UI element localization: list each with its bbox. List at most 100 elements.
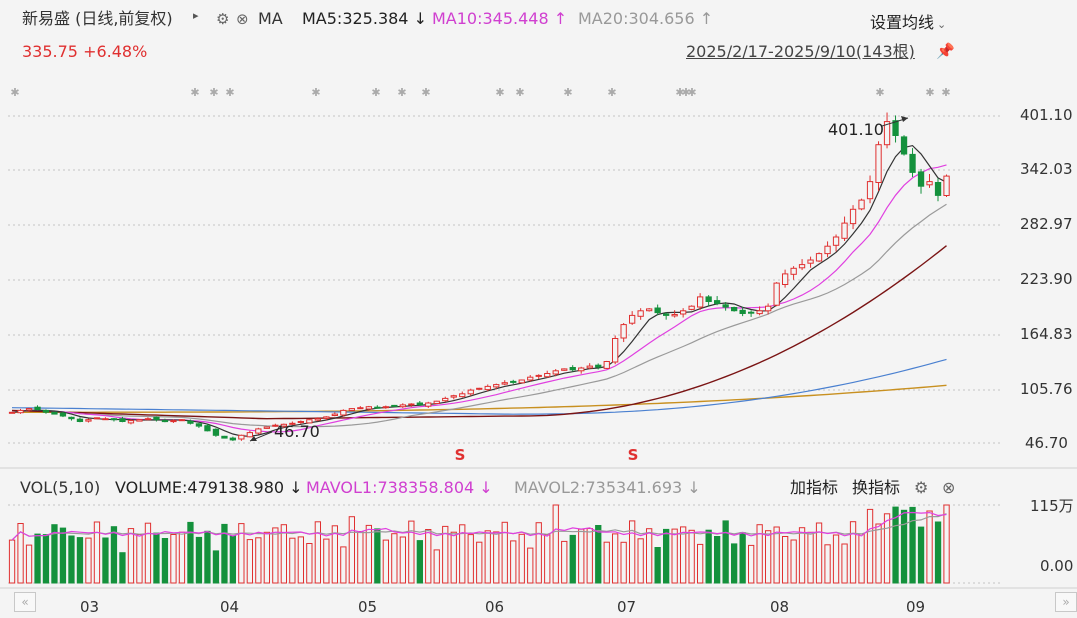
- candle: [765, 305, 772, 312]
- volume-bar: [51, 524, 58, 584]
- pin-icon[interactable]: 📌: [936, 42, 955, 60]
- candle: [8, 411, 16, 414]
- candle: [782, 273, 789, 285]
- volume-bar: [671, 528, 678, 584]
- volume-bar: [688, 529, 695, 584]
- candle: [688, 305, 695, 310]
- candle: [374, 406, 381, 409]
- candle: [790, 267, 797, 275]
- gear-icon[interactable]: ⚙: [216, 10, 230, 28]
- volume-bar: [340, 546, 347, 584]
- volume-bar: [892, 506, 899, 584]
- volume-bar: [731, 543, 738, 584]
- candle: [917, 171, 925, 187]
- settings-ma-button[interactable]: 设置均线 ⌄: [870, 9, 946, 33]
- candle: [110, 418, 118, 421]
- volume-bar: [646, 528, 653, 584]
- event-marker-icon: ✱: [925, 86, 934, 99]
- volume-bar: [544, 534, 551, 584]
- volume-bar: [144, 522, 152, 584]
- date-range[interactable]: 2025/2/17-2025/9/10(143根): [686, 42, 915, 61]
- volume-bar: [535, 522, 542, 584]
- candle: [51, 411, 58, 415]
- candle: [697, 296, 704, 308]
- x-tick-label: 03: [80, 598, 100, 616]
- candle: [518, 379, 525, 384]
- volume-bar: [807, 531, 814, 584]
- event-marker-icon: ✱: [371, 86, 380, 99]
- candle: [357, 407, 364, 410]
- event-marker-icon: ✱: [397, 86, 406, 99]
- volume-bar: [246, 539, 253, 584]
- candle: [612, 338, 619, 363]
- candle: [306, 419, 313, 424]
- candle: [815, 253, 823, 262]
- candle: [348, 408, 356, 411]
- volume-bar: [153, 532, 160, 584]
- volume-bar: [569, 534, 576, 584]
- close-icon[interactable]: ⊗: [942, 478, 956, 497]
- volume-bar: [442, 525, 449, 584]
- menu-arrow-icon[interactable]: ▸: [193, 9, 199, 22]
- candle: [221, 435, 228, 439]
- add-indicator-button[interactable]: 加指标: [790, 478, 839, 497]
- volume-bar: [76, 537, 84, 584]
- candle: [323, 416, 330, 419]
- candle: [85, 419, 92, 422]
- candle: [459, 393, 466, 398]
- ma20-value: MA20:304.656 ↑: [578, 9, 714, 28]
- volume-bar: [34, 533, 41, 584]
- candle: [832, 236, 840, 246]
- volume-bar: [798, 527, 806, 584]
- candle: [807, 259, 814, 264]
- candle: [883, 121, 891, 146]
- volume-bar: [790, 539, 797, 584]
- candle: [561, 368, 568, 371]
- candle: [748, 311, 755, 314]
- close-icon[interactable]: ⊗: [236, 10, 249, 28]
- candle: [153, 416, 160, 421]
- scroll-left-button[interactable]: «: [14, 592, 36, 612]
- volume-bar: [612, 533, 619, 584]
- event-marker-icon: ✱: [190, 86, 199, 99]
- volume-bar: [595, 525, 602, 584]
- candle: [943, 175, 950, 197]
- mavol1-line: [11, 511, 947, 541]
- gear-icon[interactable]: ⚙: [914, 478, 929, 497]
- volume-bar: [382, 539, 390, 584]
- candle: [569, 367, 576, 371]
- volume-bar: [883, 513, 891, 584]
- volume-bar: [629, 520, 636, 584]
- volume-bar: [93, 521, 101, 584]
- candle: [263, 426, 271, 429]
- candle: [34, 406, 41, 411]
- candle: [586, 365, 593, 369]
- candle: [646, 308, 653, 312]
- volume-bar: [518, 533, 525, 584]
- candle: [68, 416, 75, 420]
- x-tick-label: 09: [906, 598, 926, 616]
- candle: [178, 419, 186, 422]
- volume-bar: [391, 533, 398, 584]
- volume-bar: [909, 506, 916, 584]
- candle: [119, 418, 126, 423]
- stock-title[interactable]: 新易盛 (日线,前复权): [22, 9, 173, 28]
- event-marker-icon: ✱: [675, 86, 684, 99]
- scroll-right-button[interactable]: »: [1055, 592, 1077, 612]
- swap-indicator-button[interactable]: 换指标: [852, 478, 901, 497]
- y-tick-label: 282.97: [1020, 215, 1073, 233]
- candle: [637, 310, 644, 317]
- volume-bar: [357, 531, 364, 584]
- candle: [756, 310, 763, 315]
- volume-bar: [705, 529, 712, 584]
- candle: [705, 296, 712, 302]
- event-marker-icon: ✱: [10, 86, 19, 99]
- candle: [866, 181, 874, 200]
- event-marker-icon: ✱: [209, 86, 218, 99]
- low-arrow-head: [250, 436, 257, 441]
- candle: [900, 136, 908, 155]
- candle: [892, 120, 899, 136]
- volume-bar: [425, 529, 432, 584]
- candle: [416, 402, 424, 406]
